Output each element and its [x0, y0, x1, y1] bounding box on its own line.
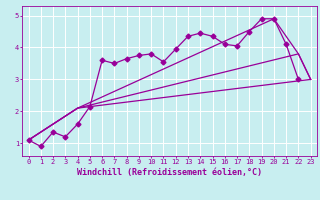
- X-axis label: Windchill (Refroidissement éolien,°C): Windchill (Refroidissement éolien,°C): [77, 168, 262, 177]
